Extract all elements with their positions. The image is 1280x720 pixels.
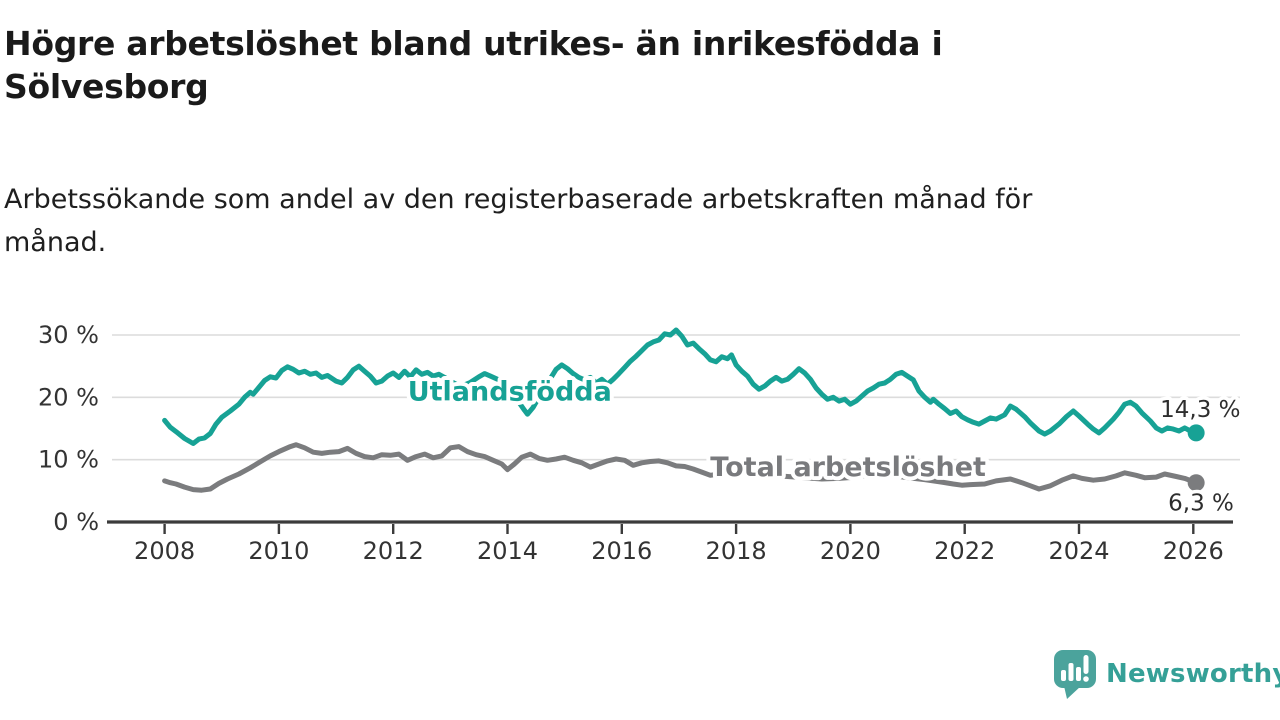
y-tick-label-30: 30 %	[38, 321, 99, 349]
x-tick-label-2024: 2024	[1048, 537, 1109, 565]
x-tick-label-2020: 2020	[820, 537, 881, 565]
end-value-label-total-arbetsloshet: 6,3 %	[1168, 491, 1234, 517]
x-tick-label-2014: 2014	[477, 537, 538, 565]
x-tick-label-2022: 2022	[934, 537, 995, 565]
series-label-utlandsfodda: Utlandsfödda	[408, 377, 612, 408]
x-tick-label-2026: 2026	[1163, 537, 1224, 565]
logo-bar-3	[1076, 667, 1081, 681]
chart-subtitle: Arbetssökande som andel av den registerb…	[4, 184, 1033, 258]
newsworthy-bubble-icon	[1054, 650, 1096, 699]
series-end-dot-total-arbetsloshet	[1187, 474, 1205, 492]
x-tick-label-2010: 2010	[248, 537, 309, 565]
x-tick-label-2008: 2008	[134, 537, 195, 565]
newsworthy-logo[interactable]: Newsworthy	[1053, 648, 1280, 700]
logo-exclamation-dot	[1083, 676, 1089, 682]
end-value-label-utlandsfodda: 14,3 %	[1160, 397, 1240, 423]
logo-bar-2	[1068, 663, 1074, 681]
x-tick-label-2018: 2018	[706, 537, 767, 565]
x-tick-label-2016: 2016	[591, 537, 652, 565]
series-line-total-arbetsloshet	[162, 442, 1199, 493]
logo-bar-1	[1061, 670, 1066, 681]
logo-exclamation-bar	[1083, 655, 1089, 674]
series-line-utlandsfodda	[162, 327, 1199, 446]
page-title: Högre arbetslöshet bland utrikes- än inr…	[4, 24, 943, 106]
x-tick-label-2012: 2012	[363, 537, 424, 565]
chart-header: Högre arbetslöshet bland utrikes- än inr…	[4, 22, 1154, 108]
newsworthy-brand-text: Newsworthy	[1106, 659, 1280, 689]
y-tick-label-10: 10 %	[38, 446, 99, 474]
y-tick-label-20: 20 %	[38, 383, 99, 411]
series-end-dot-utlandsfodda	[1187, 424, 1205, 442]
y-tick-label-0: 0 %	[53, 508, 99, 536]
series-label-total-arbetsloshet: Total arbetslöshet	[710, 452, 986, 483]
